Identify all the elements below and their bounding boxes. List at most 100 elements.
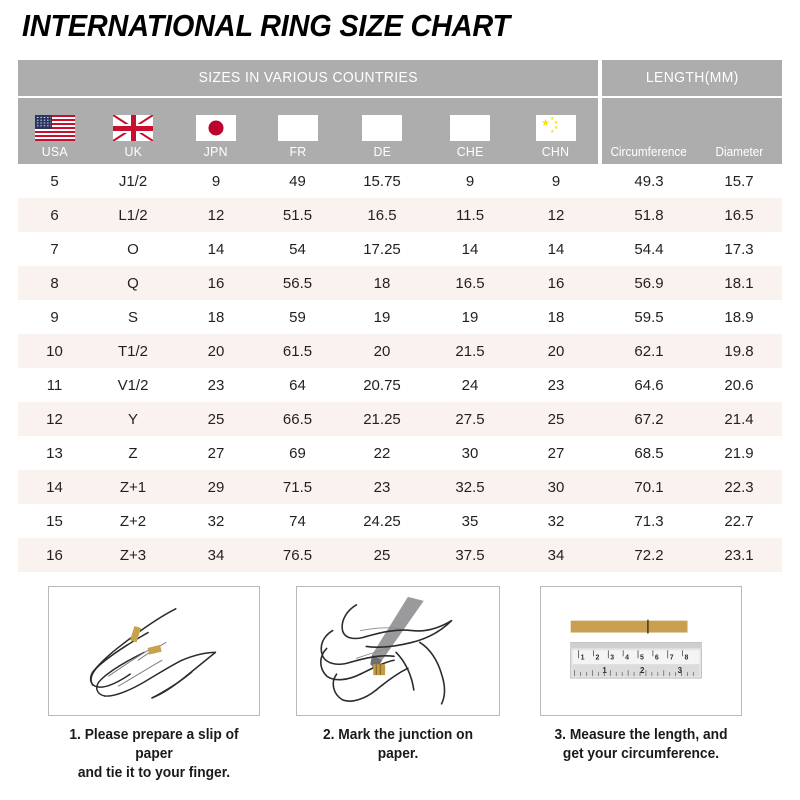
column-header-de: DE — [338, 98, 426, 164]
table-cell-circumference: 64.6 — [634, 376, 664, 394]
table-cell-che: 27.5 — [455, 410, 485, 428]
column-header-fr: FR — [257, 98, 338, 164]
table-cell-uk: V1/2 — [117, 376, 149, 394]
table-cell-diameter: 17.3 — [724, 240, 754, 258]
table-cell-usa: 9 — [50, 308, 59, 326]
table-cell-jpn: 34 — [207, 546, 225, 564]
table-cell-chn: 9 — [551, 172, 561, 190]
instruction-step-1: 1. Please prepare a slip of paper and ti… — [48, 586, 260, 783]
table-row: 6 L1/2 12 51.5 16.5 11.5 12 51.8 16.5 — [18, 198, 782, 232]
table-cell-de: 22 — [373, 444, 391, 462]
group-header-length-label: LENGTH(MM) — [645, 70, 739, 86]
table-cell-chn: 25 — [547, 410, 565, 428]
table-column-header-row: USA UK JPN — [18, 98, 782, 164]
table-cell-uk: L1/2 — [118, 206, 148, 224]
instruction-caption-3: 3. Measure the length, and get your circ… — [545, 726, 737, 764]
table-cell-usa: 12 — [46, 410, 63, 428]
table-cell-circumference: 59.5 — [634, 308, 664, 326]
table-cell-jpn: 25 — [207, 410, 225, 428]
table-cell-chn: 30 — [547, 478, 565, 496]
table-cell-jpn: 14 — [207, 240, 225, 258]
table-cell-che: 30 — [461, 444, 479, 462]
instruction-caption-1: 1. Please prepare a slip of paper and ti… — [53, 726, 254, 783]
table-cell-de: 16.5 — [367, 206, 397, 224]
column-code-de: DE — [373, 144, 391, 159]
table-cell-fr: 54 — [289, 240, 306, 258]
table-cell-uk: T1/2 — [117, 342, 148, 360]
table-cell-che: 32.5 — [455, 478, 485, 496]
svg-text:2: 2 — [640, 666, 645, 675]
table-cell-de: 25 — [373, 546, 391, 564]
table-cell-usa: 11 — [46, 376, 63, 394]
table-cell-fr: 61.5 — [282, 342, 313, 360]
table-cell-chn: 18 — [547, 308, 565, 326]
table-cell-usa: 16 — [46, 546, 63, 564]
table-cell-che: 37.5 — [455, 546, 485, 564]
instruction-step-2: 2. Mark the junction on paper. — [296, 586, 500, 764]
table-cell-circumference: 67.2 — [634, 410, 664, 428]
instruction-caption-1-line2: and tie it to your finger. — [77, 765, 231, 781]
instruction-caption-2: 2. Mark the junction on paper. — [301, 726, 495, 764]
column-code-chn: CHN — [542, 144, 570, 159]
table-cell-de: 19 — [373, 308, 391, 326]
table-cell-uk: Z+1 — [119, 478, 147, 496]
instruction-image-1 — [48, 586, 260, 716]
table-cell-chn: 32 — [547, 512, 565, 530]
column-header-circumference: Circumference — [602, 98, 696, 164]
table-cell-usa: 5 — [50, 172, 59, 190]
column-code-che: CHE — [456, 144, 484, 159]
svg-text:5: 5 — [640, 654, 644, 661]
table-cell-uk: Q — [127, 274, 139, 292]
flag-uk-icon — [113, 115, 153, 141]
table-cell-jpn: 12 — [207, 206, 225, 224]
table-row: 16 Z+3 34 76.5 25 37.5 34 72.2 23.1 — [18, 538, 782, 572]
flag-usa-icon — [34, 115, 75, 141]
table-cell-fr: 71.5 — [282, 478, 313, 496]
group-header-length: LENGTH(MM) — [602, 60, 782, 96]
table-body: 5 J1/2 9 49 15.75 9 9 49.3 15.7 6 L1/2 12 51.5 16.5 11… — [18, 164, 782, 572]
table-cell-jpn: 32 — [207, 512, 225, 530]
table-cell-circumference: 70.1 — [634, 478, 664, 496]
table-cell-fr: 59 — [289, 308, 306, 326]
table-cell-uk: Z+2 — [119, 512, 147, 530]
table-cell-circumference: 72.2 — [634, 546, 664, 564]
instruction-image-2 — [296, 586, 500, 716]
table-cell-che: 19 — [461, 308, 479, 326]
flag-switzerland-icon — [450, 115, 490, 141]
table-cell-diameter: 15.7 — [724, 172, 754, 190]
instruction-caption-2-line1: 2. Mark the junction on paper. — [322, 727, 474, 762]
table-cell-jpn: 29 — [207, 478, 225, 496]
table-cell-de: 24.25 — [363, 512, 401, 530]
table-cell-jpn: 9 — [211, 172, 221, 190]
table-cell-fr: 56.5 — [282, 274, 313, 292]
table-cell-jpn: 20 — [207, 342, 225, 360]
header-divider-2 — [598, 98, 602, 164]
table-row: 12 Y 25 66.5 21.25 27.5 25 67.2 21.4 — [18, 402, 782, 436]
table-cell-chn: 34 — [547, 546, 565, 564]
table-cell-usa: 8 — [50, 274, 59, 292]
table-cell-uk: J1/2 — [118, 172, 148, 190]
table-cell-che: 24 — [461, 376, 479, 394]
table-cell-de: 23 — [373, 478, 391, 496]
table-cell-che: 21.5 — [455, 342, 485, 360]
country-columns-header: USA UK JPN — [18, 98, 598, 164]
column-label-circumference: Circumference — [610, 144, 688, 159]
table-cell-diameter: 18.9 — [724, 308, 754, 326]
table-cell-usa: 6 — [50, 206, 59, 224]
column-header-diameter: Diameter — [696, 98, 782, 164]
table-cell-circumference: 49.3 — [634, 172, 664, 190]
table-cell-diameter: 19.8 — [724, 342, 754, 360]
table-cell-fr: 64 — [289, 376, 306, 394]
table-cell-usa: 15 — [46, 512, 63, 530]
table-cell-jpn: 16 — [207, 274, 225, 292]
svg-text:8: 8 — [685, 654, 689, 661]
page-title: INTERNATIONAL RING SIZE CHART — [22, 8, 510, 43]
table-row: 11 V1/2 23 64 20.75 24 23 64.6 20.6 — [18, 368, 782, 402]
table-cell-jpn: 23 — [207, 376, 225, 394]
table-cell-uk: Y — [127, 410, 138, 428]
table-cell-circumference: 51.8 — [634, 206, 664, 224]
table-cell-fr: 69 — [289, 444, 306, 462]
